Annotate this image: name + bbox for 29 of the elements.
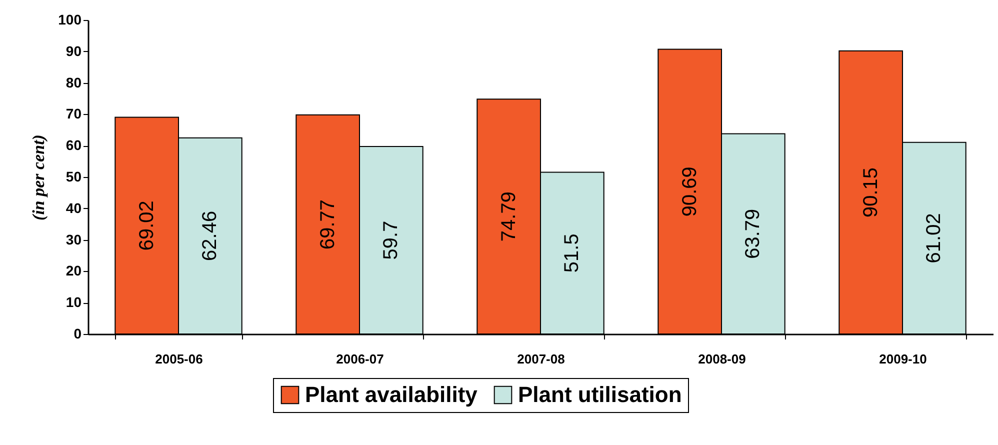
x-tick-label: 2006-07 — [336, 352, 384, 366]
data-label: 74.79 — [498, 192, 520, 242]
legend-label: Plant availability — [305, 382, 478, 407]
y-tick-label: 90 — [66, 42, 82, 59]
data-label: 51.5 — [561, 234, 584, 273]
data-label: 63.79 — [742, 208, 764, 259]
data-label: 62.46 — [199, 210, 222, 261]
x-tick-label: 2005-06 — [155, 352, 203, 366]
x-tick-label: 2007-08 — [517, 352, 565, 366]
y-tick-label: 10 — [66, 294, 82, 310]
data-label: 90.69 — [678, 166, 701, 217]
y-tick-label: 80 — [66, 74, 82, 90]
y-tick-label: 20 — [66, 262, 82, 279]
data-label: 61.02 — [923, 213, 946, 264]
x-tick-label: 2009-10 — [879, 352, 927, 366]
data-label: 69.77 — [316, 199, 339, 250]
data-label: 69.02 — [136, 200, 158, 251]
y-tick-label: 30 — [66, 231, 82, 248]
data-label: 90.15 — [860, 167, 882, 218]
legend-label: Plant utilisation — [518, 382, 682, 407]
y-tick-label: 40 — [66, 200, 82, 216]
y-axis-title: (in per cent) — [29, 134, 48, 220]
y-tick-label: 100 — [58, 12, 82, 28]
y-tick-label: 50 — [66, 168, 82, 184]
x-tick-label: 2008-09 — [698, 352, 746, 366]
y-tick-label: 60 — [66, 137, 82, 154]
data-label: 59.7 — [380, 220, 402, 260]
y-tick-label: 70 — [66, 106, 82, 122]
y-tick-label: 0 — [74, 326, 82, 342]
